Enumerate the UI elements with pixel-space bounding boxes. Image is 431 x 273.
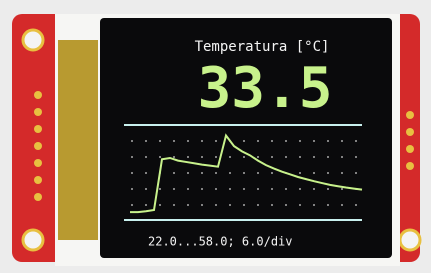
title: Temperatura [°C]: [195, 39, 330, 55]
ribbon: [58, 40, 98, 240]
reading: 33.5: [198, 56, 333, 121]
mount-hole: [23, 30, 43, 50]
footer: 22.0...58.0; 6.0/div: [148, 235, 293, 249]
photo: Temperatura [°C] 33.5 22.0...58.0; 6.0/d…: [0, 0, 431, 273]
mount-hole: [400, 230, 420, 250]
mount-hole: [23, 230, 43, 250]
